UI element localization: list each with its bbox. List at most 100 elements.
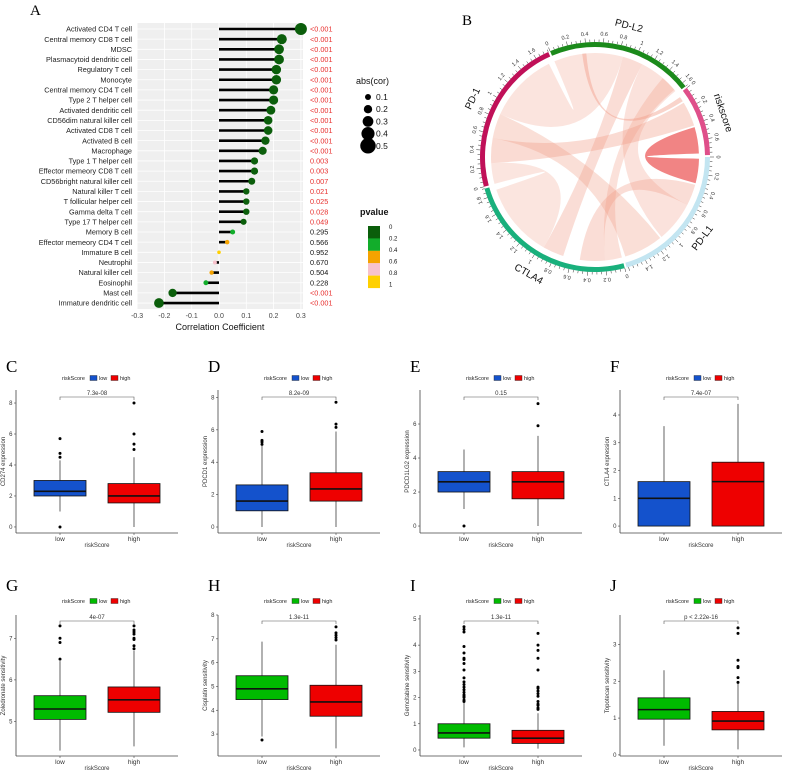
legend-swatch-high [714,598,723,604]
legend-swatch-high [514,598,523,604]
legend-label-high: high [120,376,130,382]
chord-tick [480,182,483,184]
legend-swatch-high [110,598,119,604]
row-label: Immature B cell [81,248,132,257]
p-value-label: 0.021 [310,187,328,196]
y-tick-label: 4 [613,413,617,419]
outlier-point [58,624,62,628]
outlier-point [132,442,136,446]
outlier-point [462,682,466,686]
y-axis-title: CTLA4 expression [605,437,611,486]
chord-tick [481,188,485,190]
x-axis-title: riskScore [688,766,714,772]
outlier-point [462,644,466,648]
chord-tick [705,188,709,190]
panel-letter: G [6,576,18,595]
lollipop-dot [217,250,221,255]
legend-swatch-high [514,375,523,381]
x-axis-title: riskScore [286,766,312,772]
p-value-label: 0.028 [310,207,328,216]
p-value-label: <0.001 [310,116,333,125]
chord-tick [482,121,486,123]
p-value-label: <0.001 [310,86,333,95]
chord-tick [699,205,702,208]
legend-swatch-high [714,375,723,381]
chord-tick [548,47,551,52]
y-axis-title: Topotecan sensitivity [605,658,611,713]
row-label: Gamma delta T cell [69,207,132,216]
y-tick-label: 0 [413,524,417,530]
y-axis-title: PDCD1 expression [203,436,209,487]
chord-tick-label: 1.2 [661,252,671,261]
lollipop-dot [243,188,250,195]
legend-label-high: high [120,599,130,605]
chord-tick [571,41,573,45]
y-tick-label: 1 [413,722,417,728]
outlier-point [736,658,740,662]
chord-tick [702,197,706,199]
row-label: Memory B cell [86,228,133,237]
p-value-label: <0.001 [310,96,333,105]
chord-sector-pd-l2 [550,42,686,90]
x-axis-title: riskScore [286,543,312,549]
p-value-label: <0.001 [310,55,333,64]
legend-label-low: low [703,376,711,382]
chord-tick [488,206,492,208]
chord-tick-label: 0 [473,186,480,191]
chord-tick-label: 0.2 [699,95,708,105]
y-tick-label: 6 [211,661,215,667]
x-tick-label: 0.1 [241,313,251,320]
legend-swatch-low [291,375,300,381]
chord-tick [513,240,516,243]
chord-tick [522,64,525,67]
x-tick-label: low [459,536,469,543]
chord-tick-label: 0.8 [543,266,552,274]
significance-bracket [261,620,337,624]
x-tick-label: -0.2 [158,313,170,320]
outlier-point [132,401,136,405]
chord-sector-riskscore [682,87,710,156]
lollipop-dot [271,75,282,85]
y-tick-label: 2 [413,696,417,702]
chord-tick [498,222,501,225]
p-value-label: 8.2e-09 [289,391,310,397]
size-legend-dot [365,94,371,100]
chord-tick-label: 1.6 [684,73,694,83]
outlier-point [132,647,136,651]
chord-tick-label: 0 [690,80,697,86]
p-value-label: 1.3e-11 [491,615,512,621]
chord-link [579,178,696,262]
color-legend-swatch [368,250,380,264]
box-low [637,481,691,527]
y-tick-label: 4 [413,456,417,462]
y-tick-label: 2 [9,494,13,500]
legend-label-high: high [524,376,534,382]
chord-tick [563,267,565,271]
chord-tick [489,104,493,106]
chord-tick [666,64,669,67]
significance-bracket [261,396,337,400]
chord-tick [669,66,673,70]
size-legend-dot [363,105,373,114]
outlier-point [132,432,136,436]
outlier-point [132,447,136,451]
p-value-label: <0.001 [310,75,333,84]
lollipop-dot [248,177,256,185]
chord-tick [676,74,679,77]
size-legend-title: abs(cor) [356,76,389,86]
panel-letter-b: B [462,13,472,29]
lollipop-dot [154,298,164,308]
chord-tick [524,249,527,252]
outlier-point [334,631,338,635]
size-legend-label: 0.1 [376,92,388,102]
outlier-point [260,429,264,433]
color-legend-swatch [368,263,380,276]
p-value-label: 0.295 [310,228,328,237]
x-axis-title: riskScore [84,543,110,549]
y-tick-label: 3 [613,441,617,447]
chord-tick [625,43,627,47]
outlier-point [462,524,466,528]
chord-tick-label: 0.4 [469,145,475,153]
